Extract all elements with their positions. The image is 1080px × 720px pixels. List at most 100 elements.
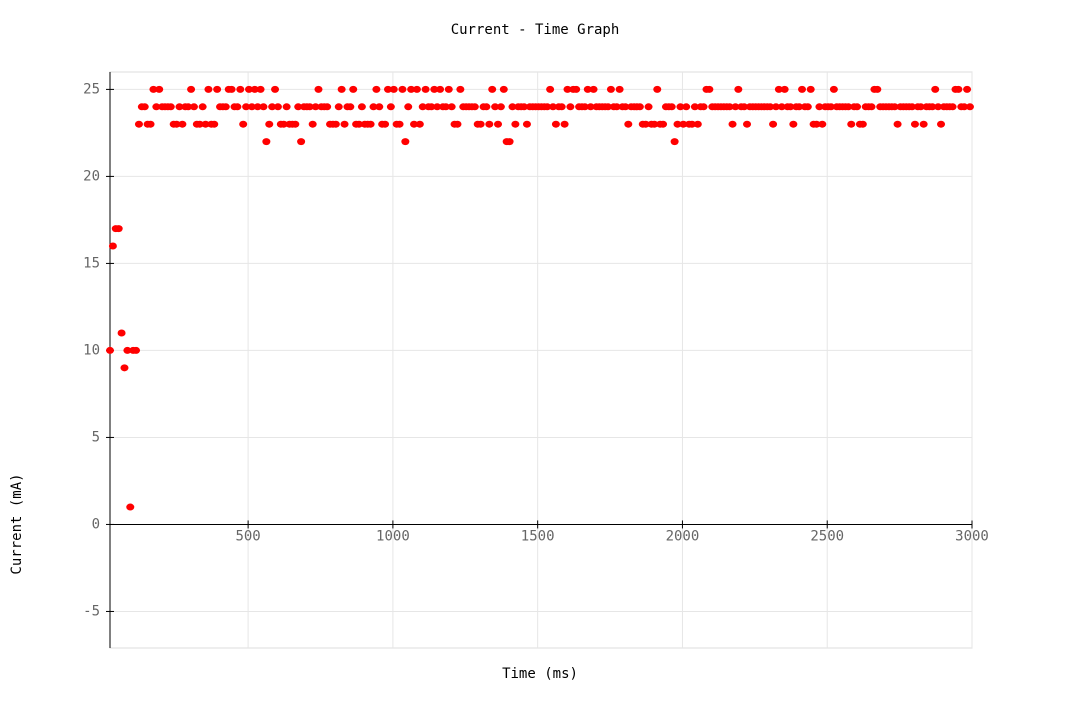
point: [204, 85, 213, 93]
x-axis-label: Time (ms): [502, 666, 578, 682]
point: [355, 120, 364, 128]
point: [444, 85, 453, 93]
y-tick-label: 0: [92, 516, 100, 532]
point: [366, 120, 375, 128]
point: [496, 103, 505, 111]
point: [774, 85, 783, 93]
point: [256, 85, 265, 93]
y-tick-label: -5: [83, 603, 100, 619]
y-tick-label: 20: [83, 168, 100, 184]
point: [908, 103, 917, 111]
point: [401, 138, 410, 146]
point: [331, 120, 340, 128]
point: [189, 103, 198, 111]
point: [337, 85, 346, 93]
point: [566, 103, 575, 111]
point: [644, 103, 653, 111]
point: [491, 103, 500, 111]
point: [149, 85, 158, 93]
point: [447, 103, 456, 111]
point: [305, 103, 314, 111]
point: [433, 103, 442, 111]
point: [560, 120, 569, 128]
point: [346, 103, 355, 111]
x-tick-label: 2500: [810, 528, 844, 544]
point: [323, 103, 332, 111]
point: [349, 85, 358, 93]
point: [265, 120, 274, 128]
point: [456, 85, 465, 93]
point: [381, 120, 390, 128]
y-tick-label: 5: [92, 429, 100, 445]
point: [789, 120, 798, 128]
point: [175, 103, 184, 111]
point: [853, 103, 862, 111]
x-tick-label: 500: [235, 528, 260, 544]
point: [803, 103, 812, 111]
point: [731, 103, 740, 111]
point: [580, 103, 589, 111]
point: [624, 120, 633, 128]
point: [766, 103, 775, 111]
point: [213, 85, 222, 93]
point: [963, 85, 972, 93]
point: [499, 85, 508, 93]
point: [195, 120, 204, 128]
point: [780, 85, 789, 93]
point: [604, 103, 613, 111]
point: [659, 120, 668, 128]
point: [815, 103, 824, 111]
point: [549, 103, 558, 111]
point: [919, 120, 928, 128]
chart-title: Current - Time Graph: [451, 22, 620, 38]
x-tick-label: 2000: [666, 528, 700, 544]
point: [948, 103, 957, 111]
point: [965, 103, 974, 111]
point: [311, 103, 320, 111]
point: [806, 85, 815, 93]
point: [412, 85, 421, 93]
point: [954, 85, 963, 93]
point: [705, 85, 714, 93]
point: [673, 120, 682, 128]
point: [522, 120, 531, 128]
point: [418, 103, 427, 111]
point: [334, 103, 343, 111]
point: [572, 85, 581, 93]
point: [221, 103, 230, 111]
point: [308, 120, 317, 128]
point: [340, 120, 349, 128]
point: [198, 103, 207, 111]
point: [140, 103, 149, 111]
point: [777, 103, 786, 111]
point: [369, 103, 378, 111]
point: [494, 120, 503, 128]
point: [233, 103, 242, 111]
point: [279, 120, 288, 128]
point: [106, 346, 114, 354]
point: [427, 103, 436, 111]
point: [699, 103, 708, 111]
point: [583, 85, 592, 93]
point: [786, 103, 795, 111]
point: [557, 103, 566, 111]
point: [520, 103, 529, 111]
point: [407, 85, 416, 93]
point: [635, 103, 644, 111]
point: [227, 85, 236, 93]
point: [740, 103, 749, 111]
point: [291, 120, 300, 128]
point: [372, 85, 381, 93]
point: [236, 85, 245, 93]
point: [172, 120, 181, 128]
point: [812, 120, 821, 128]
point: [404, 103, 413, 111]
point: [123, 346, 132, 354]
point: [508, 103, 517, 111]
x-tick-label: 3000: [955, 528, 989, 544]
point: [395, 120, 404, 128]
point: [453, 120, 462, 128]
point: [314, 85, 323, 93]
point: [615, 85, 624, 93]
point: [357, 103, 366, 111]
